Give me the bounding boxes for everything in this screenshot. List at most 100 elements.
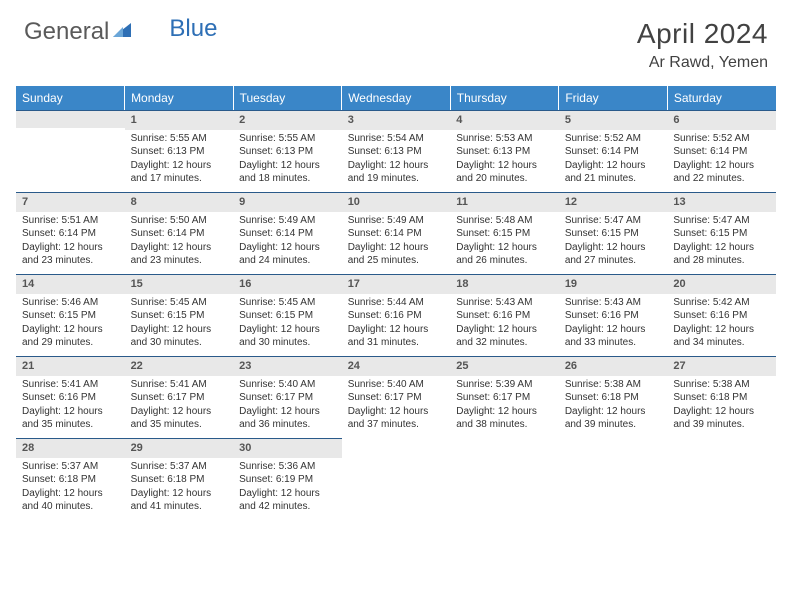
day-header: Saturday xyxy=(667,86,776,110)
sunset-text: Sunset: 6:17 PM xyxy=(348,391,445,405)
calendar-cell: 23Sunrise: 5:40 AMSunset: 6:17 PMDayligh… xyxy=(233,356,342,438)
daylight-text: and 41 minutes. xyxy=(131,500,228,514)
daylight-text: and 24 minutes. xyxy=(239,254,336,268)
calendar-cell: 30Sunrise: 5:36 AMSunset: 6:19 PMDayligh… xyxy=(233,438,342,520)
day-header: Thursday xyxy=(450,86,559,110)
daylight-text: and 19 minutes. xyxy=(348,172,445,186)
day-body: Sunrise: 5:55 AMSunset: 6:13 PMDaylight:… xyxy=(125,130,234,190)
day-body: Sunrise: 5:42 AMSunset: 6:16 PMDaylight:… xyxy=(667,294,776,354)
day-number: 7 xyxy=(16,192,125,212)
sunrise-text: Sunrise: 5:48 AM xyxy=(456,214,553,228)
calendar-cell: 18Sunrise: 5:43 AMSunset: 6:16 PMDayligh… xyxy=(450,274,559,356)
sunrise-text: Sunrise: 5:37 AM xyxy=(22,460,119,474)
daylight-text: Daylight: 12 hours xyxy=(348,323,445,337)
day-number: 14 xyxy=(16,274,125,294)
sunset-text: Sunset: 6:15 PM xyxy=(456,227,553,241)
daylight-text: Daylight: 12 hours xyxy=(456,241,553,255)
daylight-text: and 17 minutes. xyxy=(131,172,228,186)
calendar-cell: 26Sunrise: 5:38 AMSunset: 6:18 PMDayligh… xyxy=(559,356,668,438)
sunset-text: Sunset: 6:17 PM xyxy=(456,391,553,405)
sunrise-text: Sunrise: 5:55 AM xyxy=(239,132,336,146)
calendar-cell: 11Sunrise: 5:48 AMSunset: 6:15 PMDayligh… xyxy=(450,192,559,274)
day-header: Friday xyxy=(559,86,668,110)
sunrise-text: Sunrise: 5:52 AM xyxy=(673,132,770,146)
daylight-text: Daylight: 12 hours xyxy=(239,241,336,255)
day-body: Sunrise: 5:41 AMSunset: 6:16 PMDaylight:… xyxy=(16,376,125,436)
calendar-cell: 13Sunrise: 5:47 AMSunset: 6:15 PMDayligh… xyxy=(667,192,776,274)
day-body: Sunrise: 5:55 AMSunset: 6:13 PMDaylight:… xyxy=(233,130,342,190)
day-body: Sunrise: 5:40 AMSunset: 6:17 PMDaylight:… xyxy=(233,376,342,436)
logo-text-general: General xyxy=(24,18,109,46)
day-number: 10 xyxy=(342,192,451,212)
sunset-text: Sunset: 6:14 PM xyxy=(673,145,770,159)
day-header: Monday xyxy=(125,86,234,110)
sunrise-text: Sunrise: 5:38 AM xyxy=(565,378,662,392)
sunrise-text: Sunrise: 5:41 AM xyxy=(131,378,228,392)
day-body: Sunrise: 5:44 AMSunset: 6:16 PMDaylight:… xyxy=(342,294,451,354)
day-number: 26 xyxy=(559,356,668,376)
calendar-cell: 2Sunrise: 5:55 AMSunset: 6:13 PMDaylight… xyxy=(233,110,342,192)
location-label: Ar Rawd, Yemen xyxy=(637,54,768,72)
sunrise-text: Sunrise: 5:46 AM xyxy=(22,296,119,310)
daylight-text: Daylight: 12 hours xyxy=(673,241,770,255)
daylight-text: and 30 minutes. xyxy=(131,336,228,350)
calendar-cell: 3Sunrise: 5:54 AMSunset: 6:13 PMDaylight… xyxy=(342,110,451,192)
daylight-text: and 32 minutes. xyxy=(456,336,553,350)
sunset-text: Sunset: 6:18 PM xyxy=(22,473,119,487)
daylight-text: Daylight: 12 hours xyxy=(22,405,119,419)
sunset-text: Sunset: 6:19 PM xyxy=(239,473,336,487)
calendar-cell: 28Sunrise: 5:37 AMSunset: 6:18 PMDayligh… xyxy=(16,438,125,520)
daylight-text: and 23 minutes. xyxy=(131,254,228,268)
day-body: Sunrise: 5:45 AMSunset: 6:15 PMDaylight:… xyxy=(233,294,342,354)
daylight-text: Daylight: 12 hours xyxy=(348,159,445,173)
sunrise-text: Sunrise: 5:50 AM xyxy=(131,214,228,228)
day-number: 4 xyxy=(450,110,559,130)
daylight-text: and 36 minutes. xyxy=(239,418,336,432)
daylight-text: and 42 minutes. xyxy=(239,500,336,514)
logo-text-blue: Blue xyxy=(169,15,217,43)
sunset-text: Sunset: 6:17 PM xyxy=(239,391,336,405)
day-body: Sunrise: 5:53 AMSunset: 6:13 PMDaylight:… xyxy=(450,130,559,190)
day-number: 16 xyxy=(233,274,342,294)
day-body: Sunrise: 5:38 AMSunset: 6:18 PMDaylight:… xyxy=(667,376,776,436)
daylight-text: Daylight: 12 hours xyxy=(22,487,119,501)
calendar-cell: 22Sunrise: 5:41 AMSunset: 6:17 PMDayligh… xyxy=(125,356,234,438)
calendar-cell: 25Sunrise: 5:39 AMSunset: 6:17 PMDayligh… xyxy=(450,356,559,438)
daylight-text: Daylight: 12 hours xyxy=(131,323,228,337)
calendar-cell: 20Sunrise: 5:42 AMSunset: 6:16 PMDayligh… xyxy=(667,274,776,356)
sunrise-text: Sunrise: 5:47 AM xyxy=(673,214,770,228)
title-block: April 2024 Ar Rawd, Yemen xyxy=(637,18,768,72)
daylight-text: and 39 minutes. xyxy=(673,418,770,432)
daylight-text: Daylight: 12 hours xyxy=(131,241,228,255)
day-number: 18 xyxy=(450,274,559,294)
day-body: Sunrise: 5:46 AMSunset: 6:15 PMDaylight:… xyxy=(16,294,125,354)
day-header-row: Sunday Monday Tuesday Wednesday Thursday… xyxy=(16,86,776,110)
daylight-text: and 39 minutes. xyxy=(565,418,662,432)
logo-sail-icon xyxy=(111,19,133,46)
month-title: April 2024 xyxy=(637,18,768,50)
sunset-text: Sunset: 6:16 PM xyxy=(565,309,662,323)
sunset-text: Sunset: 6:16 PM xyxy=(673,309,770,323)
sunrise-text: Sunrise: 5:51 AM xyxy=(22,214,119,228)
sunset-text: Sunset: 6:15 PM xyxy=(565,227,662,241)
sunrise-text: Sunrise: 5:38 AM xyxy=(673,378,770,392)
calendar-cell: 19Sunrise: 5:43 AMSunset: 6:16 PMDayligh… xyxy=(559,274,668,356)
day-number: 22 xyxy=(125,356,234,376)
daylight-text: Daylight: 12 hours xyxy=(131,159,228,173)
day-number: 15 xyxy=(125,274,234,294)
daylight-text: and 35 minutes. xyxy=(131,418,228,432)
calendar-cell: 5Sunrise: 5:52 AMSunset: 6:14 PMDaylight… xyxy=(559,110,668,192)
sunrise-text: Sunrise: 5:44 AM xyxy=(348,296,445,310)
calendar-week-row: 21Sunrise: 5:41 AMSunset: 6:16 PMDayligh… xyxy=(16,356,776,438)
day-body: Sunrise: 5:45 AMSunset: 6:15 PMDaylight:… xyxy=(125,294,234,354)
daylight-text: and 40 minutes. xyxy=(22,500,119,514)
day-number: 13 xyxy=(667,192,776,212)
daylight-text: Daylight: 12 hours xyxy=(348,405,445,419)
calendar-cell: 4Sunrise: 5:53 AMSunset: 6:13 PMDaylight… xyxy=(450,110,559,192)
daylight-text: and 21 minutes. xyxy=(565,172,662,186)
day-body: Sunrise: 5:48 AMSunset: 6:15 PMDaylight:… xyxy=(450,212,559,272)
daylight-text: Daylight: 12 hours xyxy=(131,405,228,419)
day-body: Sunrise: 5:38 AMSunset: 6:18 PMDaylight:… xyxy=(559,376,668,436)
calendar-cell: 10Sunrise: 5:49 AMSunset: 6:14 PMDayligh… xyxy=(342,192,451,274)
day-number: 1 xyxy=(125,110,234,130)
